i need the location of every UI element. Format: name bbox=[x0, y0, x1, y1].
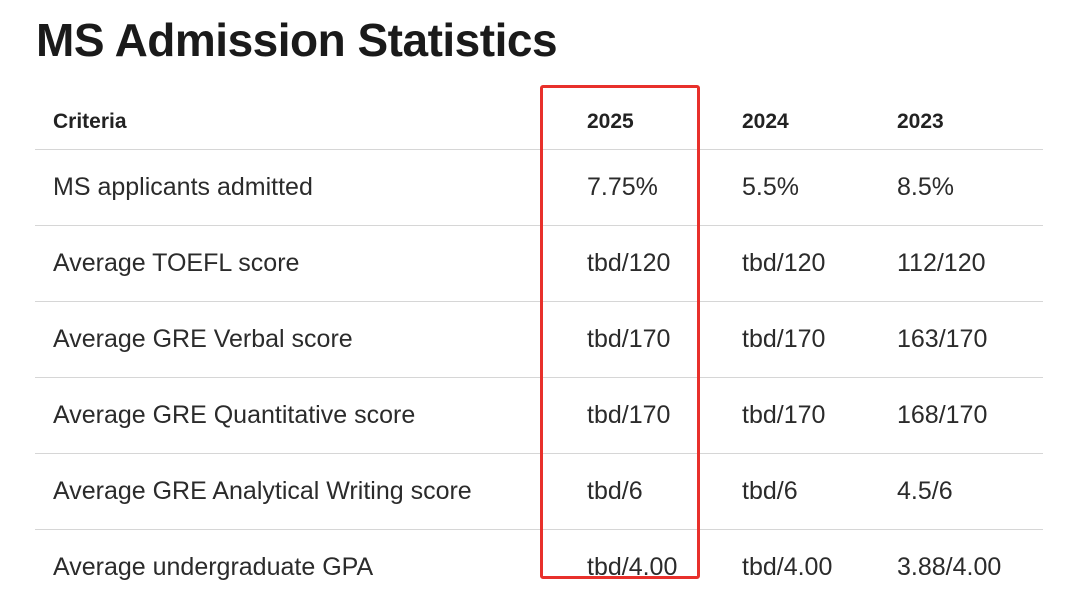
header-2023: 2023 bbox=[897, 95, 1043, 150]
criteria-cell: Average GRE Quantitative score bbox=[35, 377, 587, 454]
value-2023-cell: 4.5/6 bbox=[897, 453, 1043, 530]
table-row: MS applicants admitted 7.75% 5.5% 8.5% bbox=[35, 149, 1043, 226]
table-row: Average GRE Analytical Writing score tbd… bbox=[35, 453, 1043, 530]
value-2024-cell: tbd/120 bbox=[742, 225, 897, 302]
value-2023-cell: 3.88/4.00 bbox=[897, 553, 1002, 581]
header-2025: 2025 bbox=[587, 95, 742, 150]
value-2025-cell: tbd/170 bbox=[587, 377, 742, 454]
value-2023-cell: 8.5% bbox=[897, 149, 1043, 226]
value-2024-cell: tbd/170 bbox=[742, 301, 897, 378]
table-row: Average GRE Verbal score tbd/170 tbd/170… bbox=[35, 301, 1043, 378]
criteria-cell: Average GRE Analytical Writing score bbox=[35, 453, 587, 530]
value-2025-cell: tbd/120 bbox=[587, 225, 742, 302]
value-2025-cell: 7.75% bbox=[587, 149, 742, 226]
value-2023-cell: 168/170 bbox=[897, 377, 1043, 454]
table-row: Average undergraduate GPA tbd/4.00 tbd/4… bbox=[35, 530, 1043, 606]
value-2025-cell: tbd/4.00 bbox=[587, 553, 678, 581]
admission-stats-table: Criteria 2025 2024 2023 MS applicants ad… bbox=[35, 95, 1043, 605]
table-row: Average GRE Quantitative score tbd/170 t… bbox=[35, 377, 1043, 454]
table-row: Average TOEFL score tbd/120 tbd/120 112/… bbox=[35, 225, 1043, 302]
value-2024-cell: 5.5% bbox=[742, 149, 897, 226]
criteria-cell: Average TOEFL score bbox=[35, 225, 587, 302]
value-2023-cell: 163/170 bbox=[897, 301, 1043, 378]
header-2024: 2024 bbox=[742, 95, 897, 150]
criteria-cell: Average undergraduate GPA bbox=[53, 553, 374, 581]
value-2024-cell: tbd/4.00 bbox=[742, 553, 833, 581]
page-title: MS Admission Statistics bbox=[36, 14, 558, 66]
value-2024-cell: tbd/170 bbox=[742, 377, 897, 454]
value-2024-cell: tbd/6 bbox=[742, 453, 897, 530]
value-2025-cell: tbd/170 bbox=[587, 301, 742, 378]
criteria-cell: MS applicants admitted bbox=[35, 149, 587, 226]
value-2025-cell: tbd/6 bbox=[587, 453, 742, 530]
criteria-cell: Average GRE Verbal score bbox=[35, 301, 587, 378]
value-2023-cell: 112/120 bbox=[897, 225, 1043, 302]
table-header-row: Criteria 2025 2024 2023 bbox=[35, 95, 1043, 150]
header-criteria: Criteria bbox=[35, 95, 587, 150]
